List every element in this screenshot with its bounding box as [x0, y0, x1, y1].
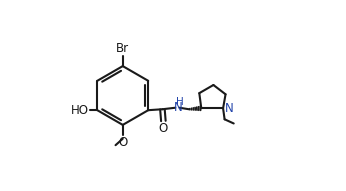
Text: Br: Br	[116, 42, 129, 55]
Text: H: H	[175, 97, 183, 107]
Text: O: O	[118, 136, 127, 149]
Text: HO: HO	[70, 104, 88, 117]
Text: N: N	[174, 101, 183, 114]
Text: O: O	[158, 122, 167, 135]
Text: N: N	[225, 102, 234, 115]
